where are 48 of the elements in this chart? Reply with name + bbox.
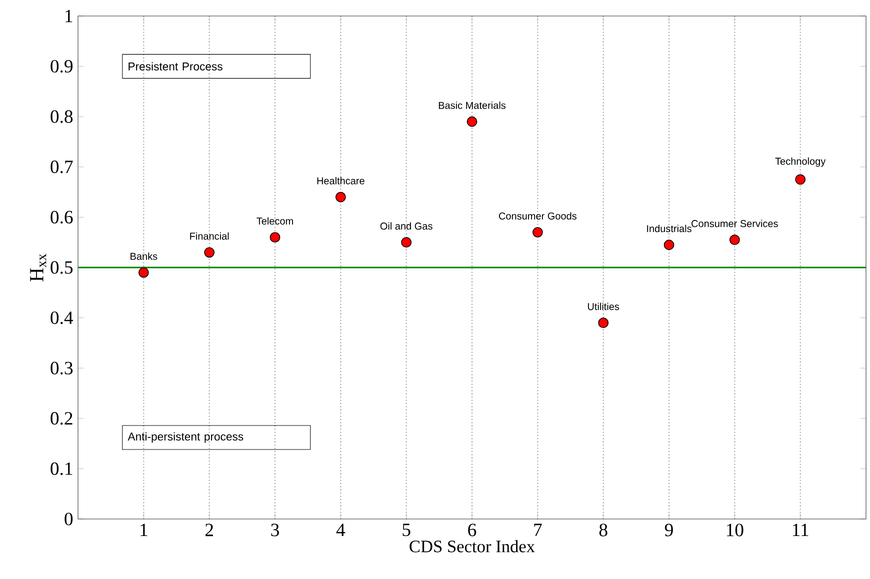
point [270,232,280,243]
annotation: Presistent Process [128,62,222,70]
annotation: Financial [190,232,229,240]
y-tick-label: 0.1 [50,462,72,476]
annotation: Healthcare [317,177,364,184]
x-tick-label: 3 [271,524,279,536]
point [664,240,674,250]
y-tick-label: 0.4 [50,311,74,324]
y-tick-label: 0.3 [50,362,73,374]
y-tick-label: 0.5 [50,261,73,274]
x-tick-label: 2 [205,524,213,536]
y-tick-label: 0.9 [50,60,73,73]
x-tick-label: 7 [534,524,542,536]
x-tick-label: 9 [664,524,673,536]
y-tick-label: 1 [66,10,72,22]
x-tick-label: 8 [599,524,608,536]
point [335,192,346,202]
x-tick-label: 4 [336,524,346,536]
y-tick-label: 0.7 [50,160,73,174]
point [729,234,740,246]
y-tick-label: 0.8 [50,110,73,123]
point [401,237,412,248]
x-tick-label: 6 [468,524,476,536]
x-tick-label: 5 [402,524,410,536]
point [598,318,609,328]
y-tick-label: 0.6 [50,210,73,224]
annotation: Consumer Goods [498,212,576,220]
point [795,174,806,185]
annotation: Utilities [588,302,620,310]
annotation: Technology [775,157,826,167]
x-axis-title: CDS Sector Index [410,540,535,552]
point [466,116,478,127]
annotation: Telecom [256,217,293,225]
annotation: Banks [130,252,158,260]
point [138,267,149,278]
annotation: Oil and Gas [380,222,432,230]
x-tick-label: 10 [726,524,744,536]
point [204,247,215,258]
x-tick-label: 11 [792,524,808,536]
annotation: Industrials [647,224,692,232]
y-axis-title: H$_{xx}$ [30,254,46,282]
annotation: Consumer Services [692,220,778,228]
annotation: Anti-persistent process [128,432,244,443]
x-tick-label: 1 [140,524,148,536]
y-tick-label: 0 [64,512,73,526]
annotation: Basic Materials [438,102,506,109]
y-tick-label: 0.2 [50,412,72,425]
point [532,227,543,238]
